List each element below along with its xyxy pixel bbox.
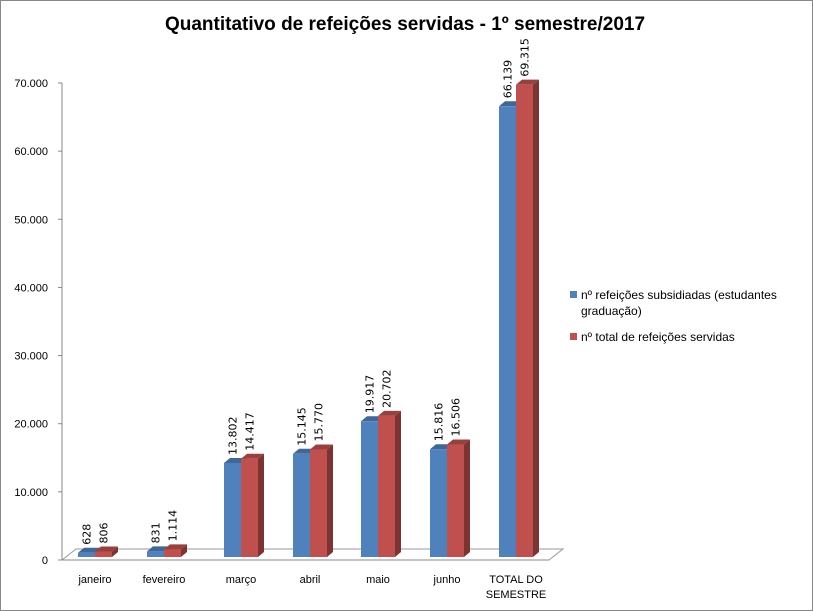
data-label: 13.802 [227,416,240,455]
bar [430,449,447,557]
x-tick-label: janeiro [77,574,111,586]
data-label: 69.315 [519,38,532,77]
bar [78,552,95,557]
x-tick-label: TOTAL DO [489,574,543,586]
data-label: 19.917 [364,375,377,414]
bar [447,444,464,557]
data-label: 15.145 [296,407,309,446]
bar [378,415,395,557]
data-label: 14.417 [244,412,257,451]
data-label: 1.114 [167,510,180,542]
x-tick-label: SEMESTRE [486,589,547,601]
x-tick-label: abril [300,574,321,586]
data-label: 20.702 [381,369,394,408]
bar-top [164,544,187,550]
legend-label: nº refeições subsidiadas (estudantes grad… [581,288,777,318]
y-tick-label: 40.000 [14,282,48,294]
data-label: 15.816 [433,403,446,442]
bar-side [533,79,539,557]
bar [361,421,378,557]
data-label: 831 [150,522,163,543]
bar-top [447,439,470,445]
bar-side [464,439,470,557]
y-tick-label: 0 [42,555,48,567]
x-tick-label: maio [366,574,390,586]
bar [241,458,258,557]
bar-top [310,444,333,450]
data-label: 15.770 [313,403,326,442]
bar-top [378,410,401,416]
chart-title: Quantitativo de refeições servidas - 1º … [165,14,645,35]
y-tick-label: 60.000 [14,146,48,158]
y-tick-label: 30.000 [14,351,48,363]
bar-side [181,544,187,557]
bar [95,551,112,557]
bar [147,551,164,557]
bar [499,106,516,557]
data-label: 16.506 [450,398,463,437]
x-tick-label: março [226,574,257,586]
bar [293,453,310,557]
y-tick-label: 50.000 [14,214,48,226]
data-label: 66.139 [502,60,515,99]
bar-top [241,453,264,459]
y-tick-label: 10.000 [14,487,48,499]
bar [310,449,327,557]
data-label: 628 [81,524,94,545]
legend-swatch [570,333,577,340]
bar-side [395,410,401,557]
y-tick-label: 70.000 [14,78,48,90]
bar-top [95,546,118,552]
legend-swatch [570,291,577,298]
bar-top [516,79,539,85]
x-tick-label: junho [433,574,461,586]
bar [516,84,533,557]
data-label: 806 [98,523,111,544]
legend-label: nº total de refeições servidas [581,330,735,344]
bar [164,549,181,557]
bar-side [258,453,264,557]
x-tick-label: fevereiro [143,574,186,586]
bar [224,462,241,557]
bar-side [112,546,118,557]
bar-side [327,444,333,557]
y-tick-label: 20.000 [14,419,48,431]
